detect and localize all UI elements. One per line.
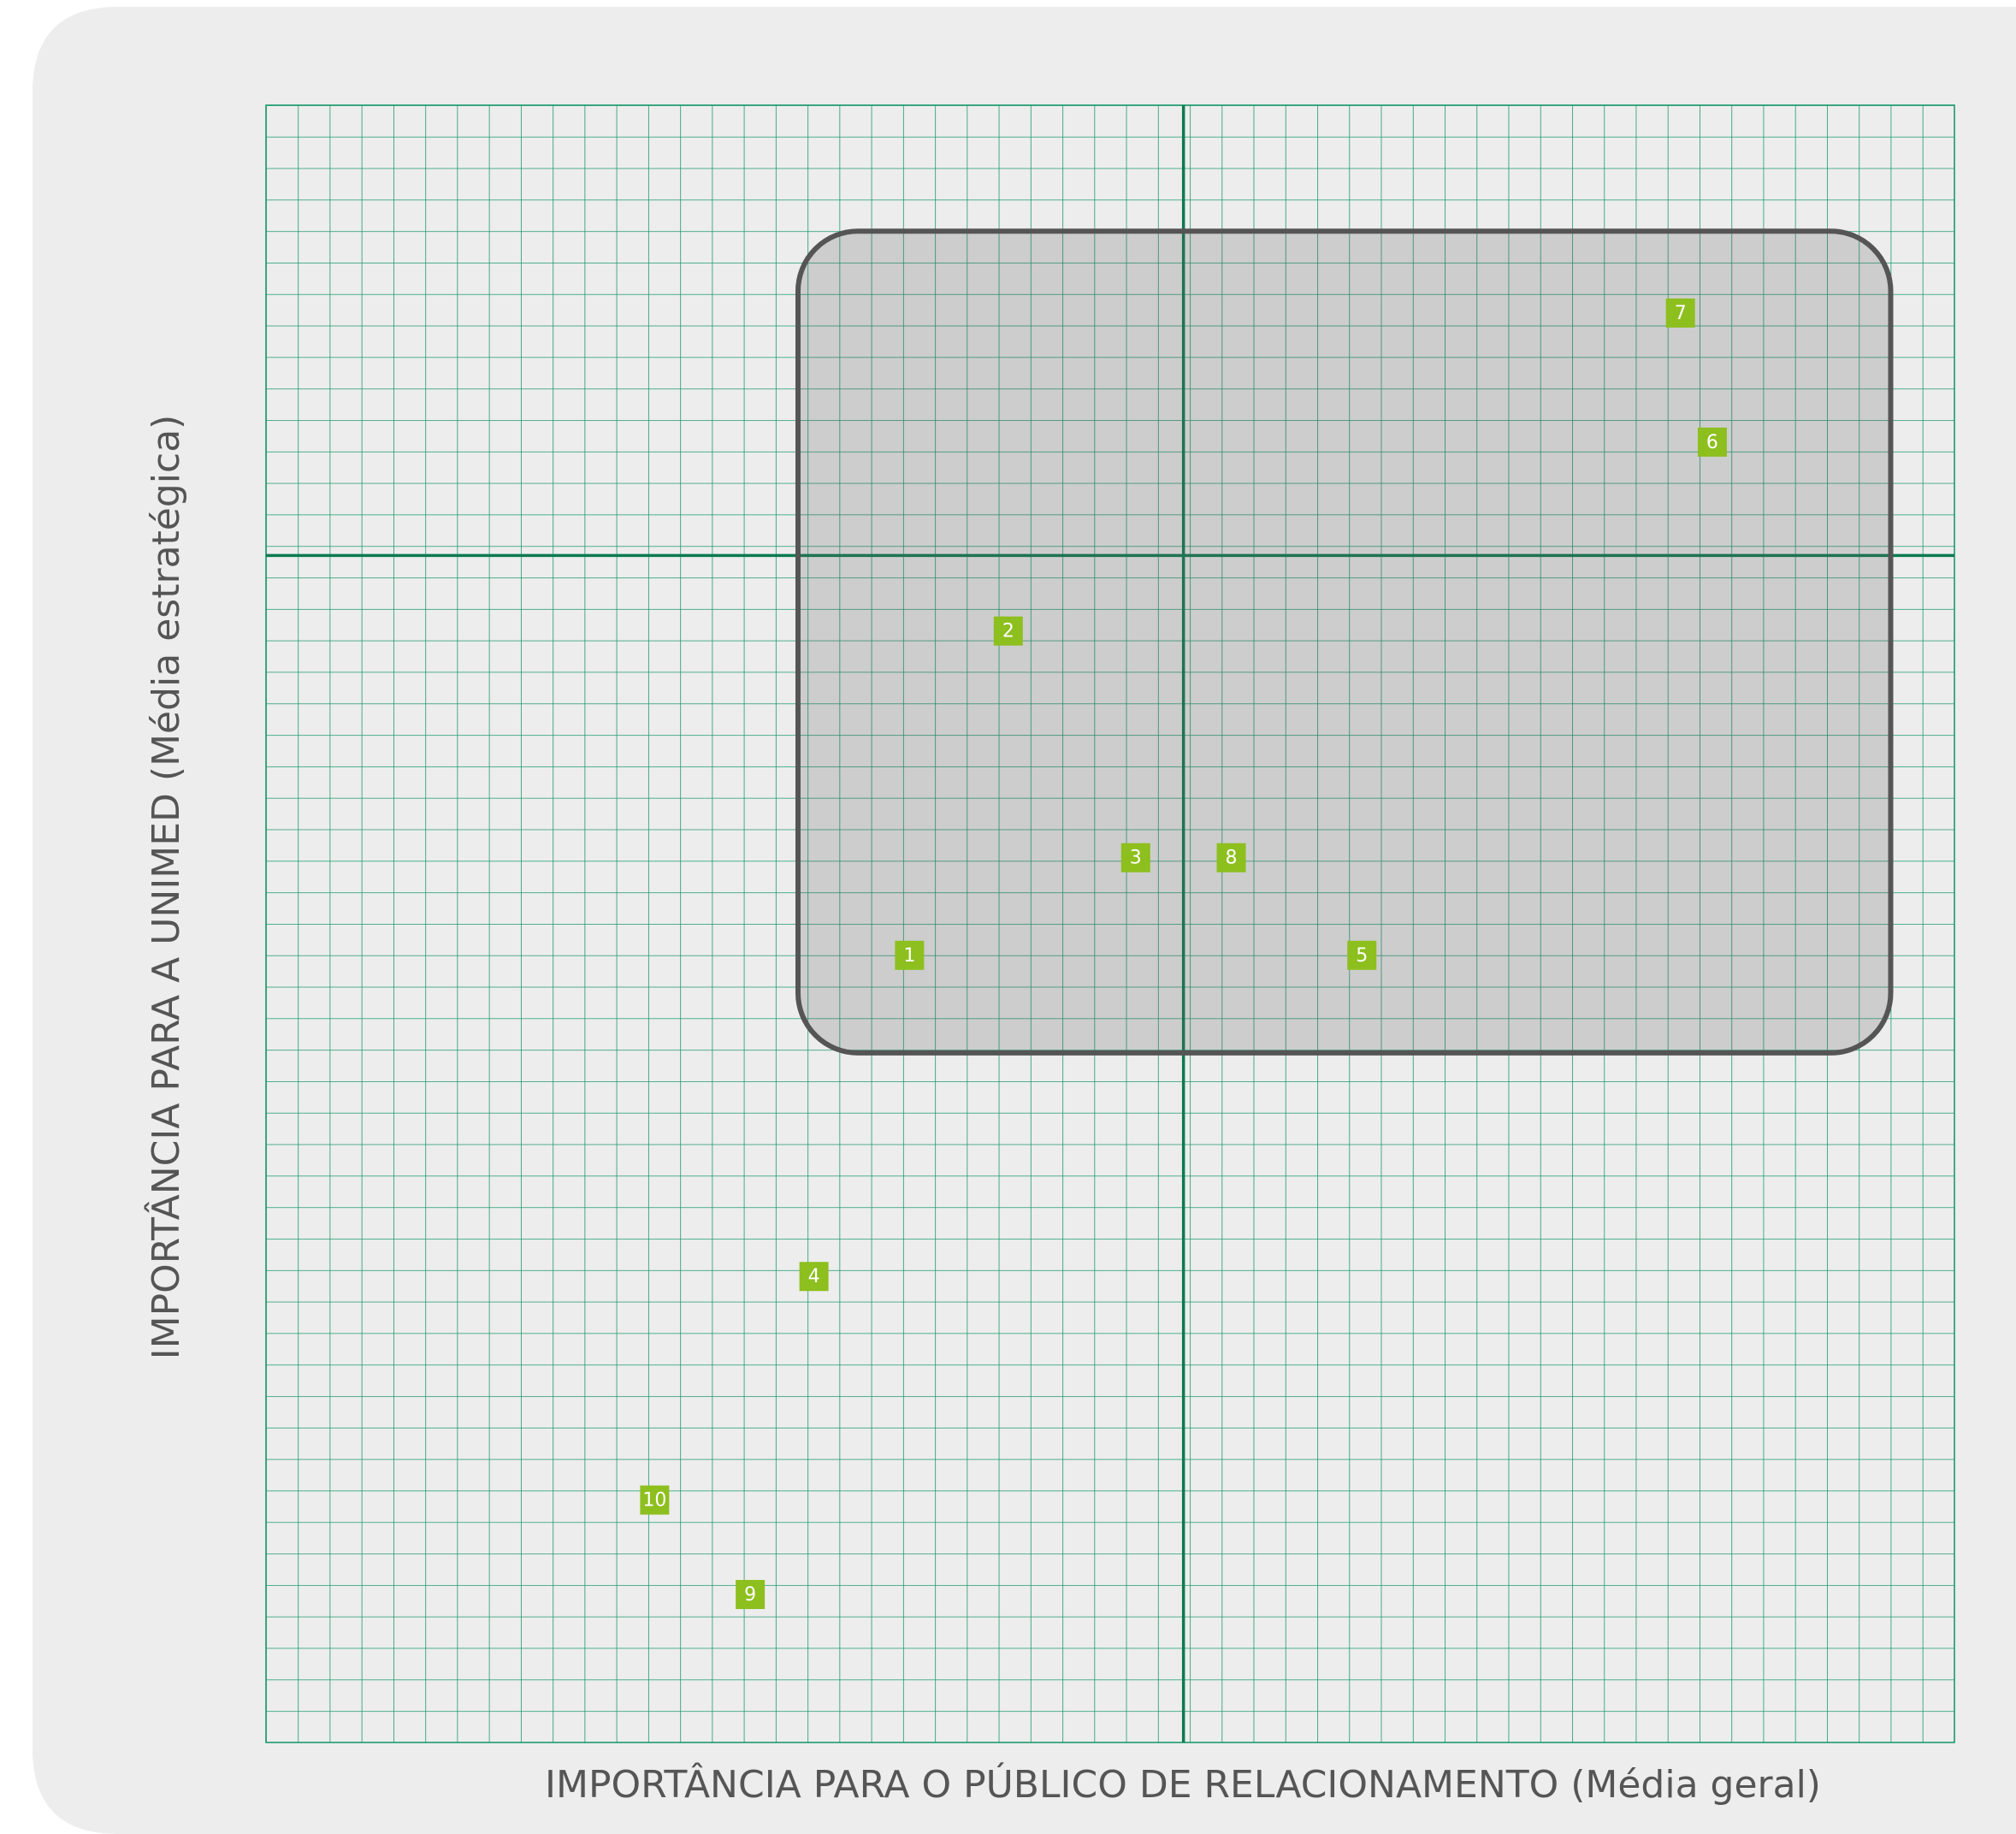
point-label: 4: [808, 1266, 820, 1287]
x-axis-label: IMPORTÂNCIA PARA O PÚBLICO DE RELACIONAM…: [545, 1761, 1821, 1807]
point-label: 2: [1002, 621, 1014, 642]
grid-border: [265, 104, 1955, 1743]
highlight-region: [795, 228, 1894, 1056]
point: [736, 1580, 766, 1610]
point: [1347, 940, 1377, 970]
point-label: 1: [903, 945, 915, 967]
point-label: 9: [744, 1584, 756, 1606]
point: [1697, 427, 1727, 457]
point: [1665, 298, 1695, 328]
point: [1120, 843, 1150, 873]
point-label: 6: [1706, 432, 1718, 453]
point: [799, 1262, 829, 1292]
point-label: 8: [1226, 848, 1238, 869]
point-label: 10: [642, 1490, 666, 1512]
point: [1216, 843, 1246, 873]
grid: [266, 105, 1954, 1742]
point: [993, 616, 1023, 646]
point-label: 7: [1675, 303, 1687, 324]
point-label: 5: [1356, 945, 1368, 967]
point: [640, 1485, 670, 1515]
point-label: 3: [1130, 848, 1142, 869]
point: [895, 940, 925, 970]
y-axis-label: IMPORTÂNCIA PARA A UNIMED (Média estraté…: [143, 415, 188, 1360]
